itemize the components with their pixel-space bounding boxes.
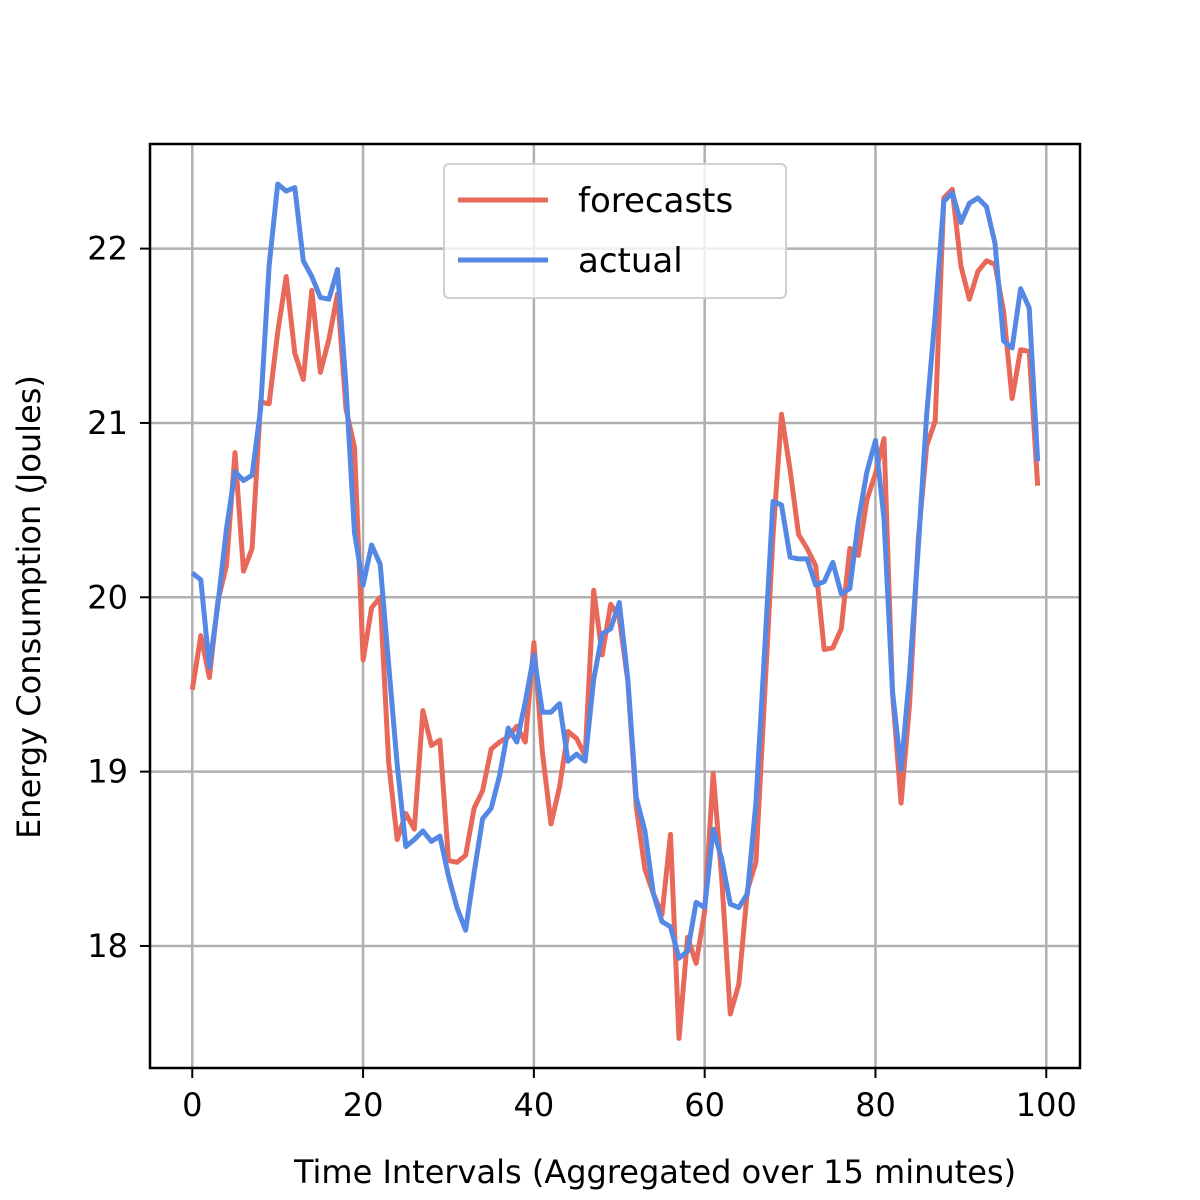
x-tick-label: 80: [855, 1086, 896, 1124]
y-tick-label: 19: [87, 753, 128, 791]
y-tick-label: 18: [87, 927, 128, 965]
series-line-actual: [190, 181, 1041, 961]
legend-label-actual: actual: [578, 241, 683, 281]
y-tick-label: 22: [87, 230, 128, 268]
series-lines: [189, 181, 1041, 1041]
x-axis-title: Time Intervals (Aggregated over 15 minut…: [293, 1153, 1016, 1191]
y-tick-label: 21: [87, 404, 128, 442]
y-axis-title: Energy Consumption (Joules): [10, 375, 48, 839]
x-tick-label: 60: [684, 1086, 725, 1124]
axis-ticks: 0 20 40 60 80 100 18 19 20 21 22: [87, 230, 1077, 1124]
x-tick-label: 20: [343, 1086, 384, 1124]
legend-label-forecasts: forecasts: [578, 181, 733, 221]
x-tick-label: 100: [1016, 1086, 1077, 1124]
x-tick-label: 0: [182, 1086, 202, 1124]
x-tick-label: 40: [514, 1086, 555, 1124]
y-tick-label: 20: [87, 578, 128, 616]
legend: forecasts actual: [443, 163, 787, 299]
plot-frame: [148, 142, 1082, 1070]
